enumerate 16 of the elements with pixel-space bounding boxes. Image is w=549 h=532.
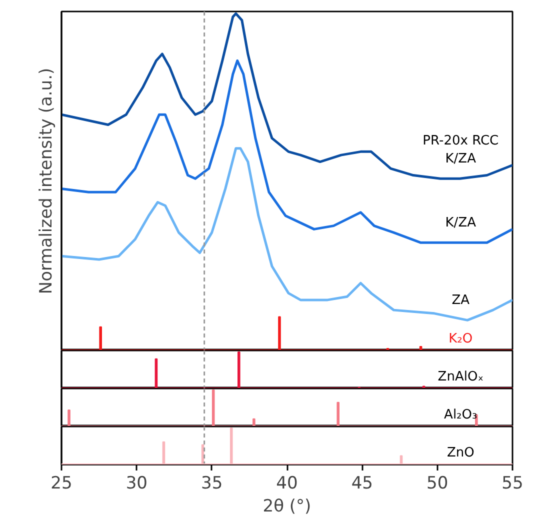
text: ZnO (446, 446, 474, 460)
series-label: ZnAlOₓ (438, 370, 484, 384)
text: K₂O (448, 332, 473, 346)
x-tick-label: 35 (201, 474, 223, 494)
series-label: PR-20x RCC K/ZA (422, 134, 499, 167)
x-tick-label: 45 (351, 474, 373, 494)
series-label: K/ZA (445, 216, 476, 231)
series-label: Al₂O₃ (444, 408, 478, 422)
x-tick-label: 30 (126, 474, 148, 494)
x-tick-label: 55 (502, 474, 524, 494)
x-tick-label: 40 (276, 474, 298, 494)
series-label: ZA (452, 293, 470, 308)
x-tick-label: 25 (50, 474, 72, 494)
x-tick-label: 50 (426, 474, 448, 494)
x-axis-title: 2θ (°) (262, 496, 312, 516)
y-axis-title: Normalized intensity (a.u.) (36, 68, 56, 294)
